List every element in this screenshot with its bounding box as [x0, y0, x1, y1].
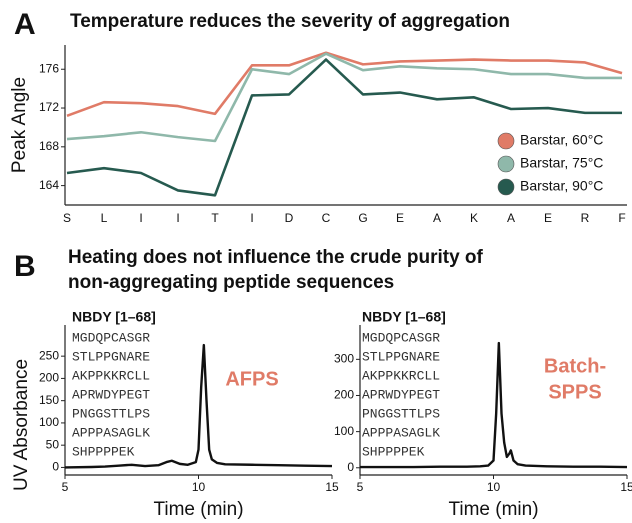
method-label: SPPS [548, 381, 601, 403]
y-axis-label: Peak Angle [9, 77, 30, 173]
legend-label: Barstar, 75°C [520, 155, 603, 171]
y-tick-label: 168 [39, 139, 59, 153]
y-axis-label: UV Absorbance [11, 359, 32, 491]
x-tick-label: I [250, 211, 253, 225]
sequence-line: MGDQPCASGR [362, 330, 440, 345]
y-tick-label: 100 [39, 415, 59, 429]
legend-label: Barstar, 60°C [520, 132, 603, 148]
sequence-line: MGDQPCASGR [72, 330, 150, 345]
x-tick-label: E [544, 211, 552, 225]
sequence-line: APRWDYPEGT [362, 387, 440, 402]
y-tick-label: 200 [39, 371, 59, 385]
x-tick-label: 5 [357, 480, 364, 494]
y-tick-label: 150 [39, 393, 59, 407]
section-title: Heating does not influence the crude pur… [68, 247, 484, 268]
y-tick-label: 50 [46, 437, 60, 451]
x-tick-label: R [581, 211, 590, 225]
x-tick-label: K [470, 211, 478, 225]
chart-title: Temperature reduces the severity of aggr… [70, 11, 510, 32]
data-line [66, 51, 623, 118]
sequence-line: SHPPPPEK [362, 444, 425, 459]
sequence-line: PNGGSTTLPS [362, 406, 440, 421]
x-tick-label: 15 [620, 480, 632, 494]
legend-marker [497, 178, 515, 196]
y-tick-label: 250 [39, 348, 59, 362]
data-line [66, 52, 622, 143]
panel-label: B [14, 250, 36, 283]
x-tick-label: 10 [487, 480, 501, 494]
y-tick-label: 100 [334, 424, 354, 438]
sequence-line: APPPASAGLK [72, 425, 150, 440]
y-tick-label: 0 [347, 460, 354, 474]
x-tick-label: S [63, 211, 71, 225]
x-tick-label: C [322, 211, 331, 225]
x-axis-label: Time (min) [153, 499, 243, 520]
x-axis-label: Time (min) [448, 499, 538, 520]
method-label: AFPS [225, 368, 278, 390]
x-tick-label: A [433, 211, 441, 225]
chart-title: NBDY [1–68] [72, 309, 156, 325]
data-line [360, 341, 628, 469]
sequence-line: APRWDYPEGT [72, 387, 150, 402]
method-label: Batch- [544, 355, 606, 377]
sequence-line: APPPASAGLK [362, 425, 440, 440]
sequence-line: STLPPGNARE [72, 349, 150, 364]
section-title: non-aggregating peptide sequences [68, 272, 394, 293]
y-tick-label: 176 [39, 61, 59, 75]
legend-label: Barstar, 90°C [520, 178, 603, 194]
y-tick-label: 300 [334, 352, 354, 366]
sequence-line: PNGGSTTLPS [72, 406, 150, 421]
legend-marker [497, 132, 515, 150]
x-tick-label: T [211, 211, 219, 225]
x-tick-label: A [507, 211, 515, 225]
x-tick-label: I [139, 211, 142, 225]
x-tick-label: 5 [62, 480, 69, 494]
x-tick-label: G [358, 211, 367, 225]
x-tick-label: L [101, 211, 108, 225]
panel-label: A [14, 8, 36, 41]
sequence-line: AKPPKKRCLL [362, 368, 440, 383]
sequence-line: STLPPGNARE [362, 349, 440, 364]
sequence-line: SHPPPPEK [72, 444, 135, 459]
x-tick-label: 15 [325, 480, 339, 494]
x-tick-label: F [618, 211, 625, 225]
y-tick-label: 172 [39, 100, 59, 114]
chart-title: NBDY [1–68] [362, 309, 446, 325]
x-tick-label: E [396, 211, 404, 225]
y-tick-label: 0 [52, 460, 59, 474]
data-line [64, 343, 333, 469]
x-tick-label: D [285, 211, 294, 225]
x-tick-label: 10 [192, 480, 206, 494]
legend-marker [497, 155, 515, 173]
data-line [66, 58, 622, 197]
y-tick-label: 200 [334, 388, 354, 402]
y-tick-label: 164 [39, 178, 59, 192]
sequence-line: AKPPKKRCLL [72, 368, 150, 383]
x-tick-label: I [176, 211, 179, 225]
